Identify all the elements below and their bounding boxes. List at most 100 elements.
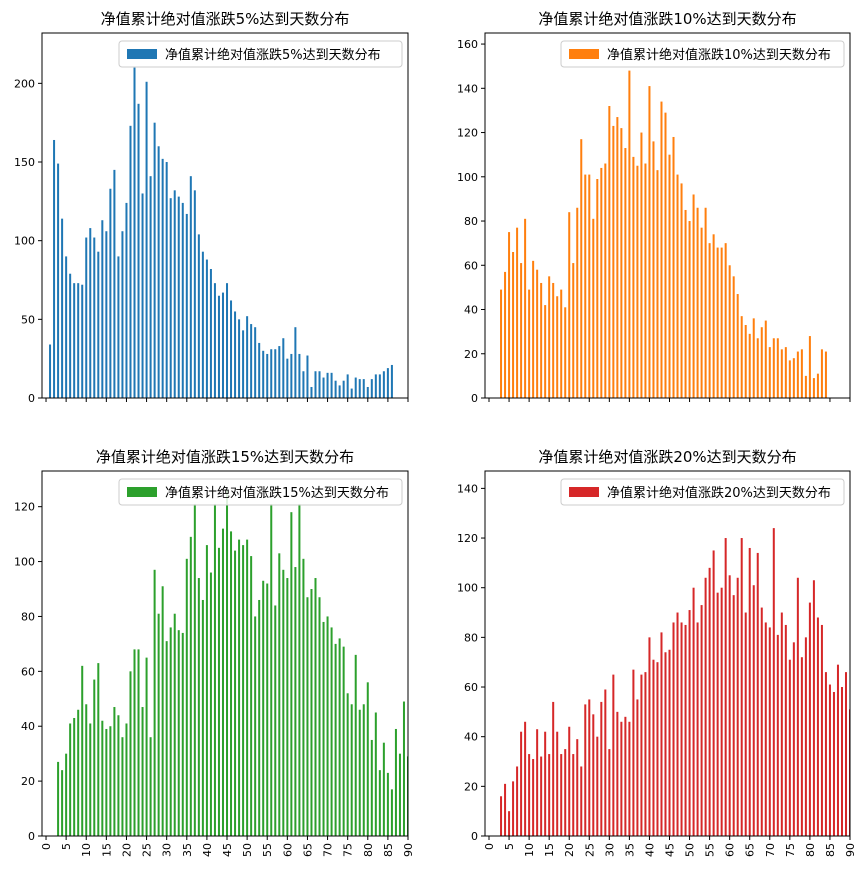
y-tick-label: 40 xyxy=(21,720,35,733)
bar xyxy=(278,346,281,398)
bar xyxy=(93,237,96,398)
bar xyxy=(612,674,615,836)
bar xyxy=(764,320,767,398)
bar xyxy=(664,112,667,398)
bar xyxy=(230,531,233,836)
bar xyxy=(752,318,755,398)
bar xyxy=(334,643,337,836)
x-tick-label: 75 xyxy=(784,843,797,857)
bar xyxy=(81,665,84,836)
bar xyxy=(536,729,539,836)
bar xyxy=(796,351,799,398)
bar xyxy=(532,759,535,836)
bar xyxy=(624,716,627,836)
bar xyxy=(133,67,136,398)
bar xyxy=(394,728,397,836)
legend-label: 净值累计绝对值涨跌20%达到天数分布 xyxy=(607,485,831,501)
bar xyxy=(117,715,120,836)
bar xyxy=(350,704,353,836)
bar xyxy=(504,271,507,398)
bar xyxy=(157,613,160,836)
bar xyxy=(334,380,337,398)
bar xyxy=(728,265,731,398)
bar xyxy=(804,375,807,398)
bar xyxy=(153,569,156,836)
bars xyxy=(49,67,393,398)
bar xyxy=(362,704,365,836)
bar xyxy=(109,726,112,836)
bar xyxy=(238,319,241,398)
x-tick-label: 30 xyxy=(603,843,616,857)
bar xyxy=(588,174,591,398)
bar xyxy=(776,338,779,398)
bar xyxy=(861,734,863,836)
x-tick-label: 15 xyxy=(100,843,113,857)
bar xyxy=(836,664,839,836)
y-tick-label: 100 xyxy=(457,582,478,595)
bar xyxy=(648,86,651,398)
x-tick-label: 65 xyxy=(301,843,314,857)
bar xyxy=(294,327,297,398)
bar xyxy=(624,148,627,398)
x-tick-label: 25 xyxy=(583,843,596,857)
bar xyxy=(508,811,511,836)
bar xyxy=(354,654,357,836)
bar xyxy=(808,336,811,398)
bar xyxy=(832,691,835,836)
bar xyxy=(89,723,92,836)
bar xyxy=(290,353,293,398)
legend-swatch xyxy=(127,49,157,59)
bar xyxy=(250,556,253,836)
y-tick-label: 0 xyxy=(471,392,478,405)
bar xyxy=(149,737,152,836)
bar xyxy=(314,578,317,836)
bar xyxy=(504,783,507,836)
bar xyxy=(692,587,695,836)
y-tick-label: 120 xyxy=(14,501,35,514)
x-tick-label: 10 xyxy=(523,843,536,857)
bar xyxy=(824,351,827,398)
legend-box xyxy=(560,478,845,506)
bar xyxy=(318,597,321,836)
bar xyxy=(101,720,104,836)
x-tick-label: 90 xyxy=(844,843,857,857)
bar xyxy=(77,283,80,398)
bar xyxy=(544,305,547,398)
y-tick-label: 20 xyxy=(464,780,478,793)
y-tick-label: 40 xyxy=(464,731,478,744)
bar xyxy=(322,621,325,836)
bar xyxy=(740,316,743,398)
bar xyxy=(201,251,204,398)
bar xyxy=(528,289,531,398)
bar xyxy=(540,282,543,398)
bar xyxy=(302,371,305,398)
x-tick-label: 90 xyxy=(402,843,415,857)
x-tick-label: 55 xyxy=(261,843,274,857)
bar xyxy=(382,742,385,836)
x-tick-label: 40 xyxy=(643,843,656,857)
bar xyxy=(544,731,547,836)
chart-title: 净值累计绝对值涨跌20%达到天数分布 xyxy=(538,448,796,466)
y-tick-label: 150 xyxy=(14,156,35,169)
bar xyxy=(568,212,571,398)
bar xyxy=(346,374,349,398)
bar xyxy=(592,218,595,398)
x-tick-label: 45 xyxy=(664,843,677,857)
bar xyxy=(576,739,579,836)
bar xyxy=(169,198,172,398)
y-tick-label: 40 xyxy=(464,304,478,317)
bar xyxy=(644,672,647,836)
x-tick-label: 30 xyxy=(161,843,174,857)
bar xyxy=(286,358,289,398)
x-tick-label: 55 xyxy=(704,843,717,857)
bar xyxy=(736,294,739,398)
bar xyxy=(65,753,68,836)
bar xyxy=(560,289,563,398)
bar xyxy=(129,671,132,836)
bar xyxy=(145,657,148,836)
bar xyxy=(97,251,100,398)
bar xyxy=(512,252,515,398)
bar xyxy=(764,622,767,836)
bar xyxy=(81,284,84,398)
bar xyxy=(298,503,301,836)
